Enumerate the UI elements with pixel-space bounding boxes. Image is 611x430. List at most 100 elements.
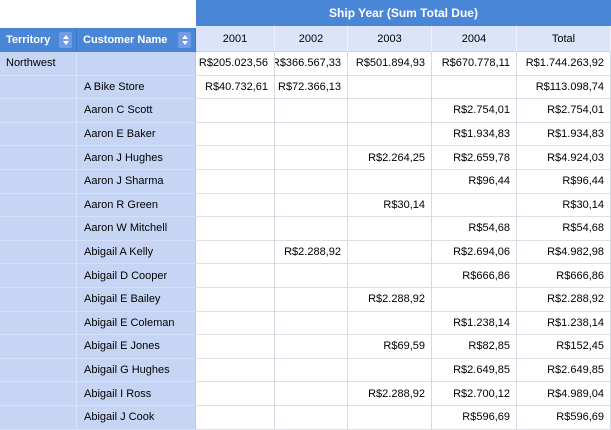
- year-value-cell: [196, 146, 275, 170]
- territory-column-header[interactable]: Territory: [0, 28, 77, 52]
- total-value-cell: R$2.288,92: [517, 287, 611, 312]
- customer-name-cell: Abigail I Ross: [77, 382, 196, 406]
- total-value-cell: R$2.754,01: [517, 99, 611, 123]
- year-value-cell: R$2.754,01: [432, 99, 517, 123]
- year-value-cell: [196, 122, 275, 147]
- pivot-banner-title: Ship Year (Sum Total Due): [196, 0, 611, 26]
- customer-name-cell: Aaron J Hughes: [77, 146, 196, 170]
- year-column-header-2004: 2004: [432, 26, 517, 52]
- year-value-cell: R$30,14: [348, 193, 432, 218]
- total-value-cell: R$666,86: [517, 264, 611, 288]
- customer-name-header-label: Customer Name: [83, 34, 168, 46]
- table-row: Abigail D Cooper R$666,86 R$666,86: [0, 264, 611, 288]
- year-column-header-2001: 2001: [196, 26, 275, 52]
- header-band-top: Ship Year (Sum Total Due): [0, 0, 611, 26]
- year-value-cell: [196, 240, 275, 265]
- territory-cell: [0, 405, 77, 430]
- sort-up-down-icon[interactable]: [59, 32, 72, 48]
- year-value-cell: R$366.567,33: [275, 52, 348, 76]
- year-value-cell: [348, 405, 432, 430]
- year-value-cell: R$40.732,61: [196, 75, 275, 100]
- year-value-cell: R$72.366,13: [275, 75, 348, 100]
- total-value-cell: R$4.982,98: [517, 240, 611, 265]
- total-value-cell: R$596,69: [517, 405, 611, 430]
- year-value-cell: [196, 169, 275, 194]
- year-value-cell: [348, 169, 432, 194]
- sort-up-down-icon[interactable]: [178, 32, 191, 48]
- table-row: Aaron W Mitchell R$54,68 R$54,68: [0, 217, 611, 241]
- year-value-cell: [275, 358, 348, 383]
- sort-desc-arrow: [62, 41, 69, 45]
- total-value-cell: R$4.989,04: [517, 382, 611, 406]
- year-value-cell: [275, 193, 348, 218]
- corner-spacer: [0, 0, 196, 26]
- total-column-header: Total: [517, 26, 611, 52]
- year-value-cell: R$2.288,92: [348, 287, 432, 312]
- column-header-row: Territory Customer Name 2001 2002 2003 2…: [0, 26, 611, 52]
- customer-name-cell: Aaron E Baker: [77, 122, 196, 147]
- table-row: Aaron C Scott R$2.754,01 R$2.754,01: [0, 99, 611, 123]
- year-value-cell: R$2.288,92: [348, 382, 432, 406]
- table-row: Aaron J Sharma R$96,44 R$96,44: [0, 169, 611, 194]
- territory-cell: [0, 335, 77, 359]
- year-value-cell: R$670.778,11: [432, 52, 517, 76]
- territory-cell: [0, 240, 77, 265]
- territory-cell: [0, 311, 77, 336]
- table-row: Aaron J Hughes R$2.264,25 R$2.659,78 R$4.92…: [0, 146, 611, 170]
- total-value-cell: R$1.934,83: [517, 122, 611, 147]
- table-row: Abigail E Bailey R$2.288,92 R$2.288,92: [0, 287, 611, 312]
- table-row: Abigail E Coleman R$1.238,14 R$1.238,14: [0, 311, 611, 336]
- year-value-cell: [275, 382, 348, 406]
- year-value-cell: [432, 193, 517, 218]
- year-value-cell: [196, 217, 275, 241]
- total-value-cell: R$152,45: [517, 335, 611, 359]
- year-value-cell: R$69,59: [348, 335, 432, 359]
- total-value-cell: R$30,14: [517, 193, 611, 218]
- sort-asc-arrow: [181, 35, 188, 39]
- territory-cell: [0, 287, 77, 312]
- territory-cell: [0, 358, 77, 383]
- table-row: Abigail A Kelly R$2.288,92 R$2.694,06 R$4.9…: [0, 240, 611, 265]
- customer-name-cell: A Bike Store: [77, 75, 196, 100]
- year-value-cell: R$2.694,06: [432, 240, 517, 265]
- year-value-cell: [348, 99, 432, 123]
- customer-name-cell: Aaron R Green: [77, 193, 196, 218]
- territory-cell: [0, 99, 77, 123]
- year-value-cell: [275, 405, 348, 430]
- year-value-cell: R$96,44: [432, 169, 517, 194]
- year-value-cell: [196, 264, 275, 288]
- table-row: Abigail G Hughes R$2.649,85 R$2.649,85: [0, 358, 611, 383]
- territory-cell: [0, 146, 77, 170]
- customer-name-cell: Aaron J Sharma: [77, 169, 196, 194]
- customer-name-column-header[interactable]: Customer Name: [77, 28, 196, 52]
- year-value-cell: [432, 75, 517, 100]
- table-row: Abigail I Ross R$2.288,92 R$2.700,12 R$4.98…: [0, 382, 611, 406]
- territory-cell: [0, 264, 77, 288]
- year-value-cell: [275, 169, 348, 194]
- year-value-cell: [348, 217, 432, 241]
- year-value-cell: [196, 382, 275, 406]
- territory-header-label: Territory: [6, 34, 51, 46]
- total-value-cell: R$1.744.263,92: [517, 52, 611, 76]
- customer-name-cell: Aaron W Mitchell: [77, 217, 196, 241]
- year-value-cell: [275, 264, 348, 288]
- customer-name-cell: Aaron C Scott: [77, 99, 196, 123]
- year-value-cell: R$54,68: [432, 217, 517, 241]
- customer-name-cell: Abigail D Cooper: [77, 264, 196, 288]
- year-value-cell: [196, 358, 275, 383]
- year-value-cell: [196, 405, 275, 430]
- year-value-cell: [275, 335, 348, 359]
- year-column-header-2003: 2003: [348, 26, 432, 52]
- customer-name-cell: Abigail E Jones: [77, 335, 196, 359]
- territory-cell: [0, 382, 77, 406]
- table-row: Aaron E Baker R$1.934,83 R$1.934,83: [0, 122, 611, 147]
- year-value-cell: [432, 287, 517, 312]
- sort-desc-arrow: [181, 41, 188, 45]
- year-value-cell: R$501.894,93: [348, 52, 432, 76]
- total-value-cell: R$1.238,14: [517, 311, 611, 336]
- year-value-cell: R$2.649,85: [432, 358, 517, 383]
- total-value-cell: R$54,68: [517, 217, 611, 241]
- year-value-cell: R$1.934,83: [432, 122, 517, 147]
- customer-name-cell: Abigail E Coleman: [77, 311, 196, 336]
